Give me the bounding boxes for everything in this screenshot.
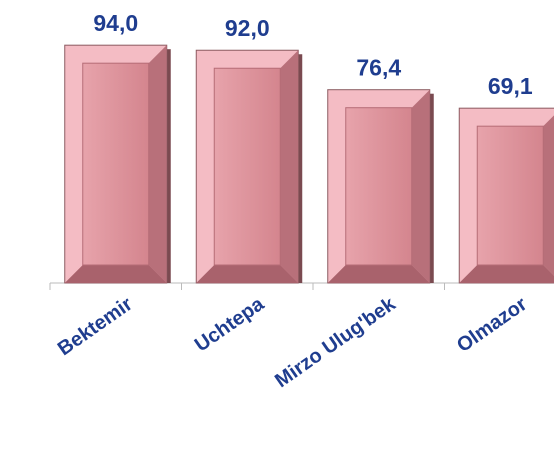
bar-group	[64, 44, 171, 284]
x-tick-label: Mirzo Ulug'bek	[271, 293, 400, 393]
bar-bevel-right	[411, 89, 430, 283]
bar-group	[458, 107, 554, 284]
bar-bevel-bottom	[459, 265, 554, 283]
bar-bevel-right	[543, 115, 554, 276]
value-label: 76,4	[356, 55, 401, 81]
bar-face	[213, 67, 281, 266]
bar-face	[476, 125, 544, 266]
bar-bevel-right	[148, 45, 167, 284]
bar-group	[327, 89, 434, 284]
x-tick-label: Olmazor	[453, 293, 531, 357]
value-label: 69,1	[488, 73, 533, 99]
value-label: 92,0	[225, 15, 270, 41]
bar-bevel-bottom	[327, 265, 430, 283]
x-tick-label: Bektemir	[54, 293, 137, 360]
bar-bevel-bottom	[196, 265, 299, 283]
bar-face	[345, 107, 413, 266]
bar-group	[195, 49, 303, 284]
bar-bevel-right	[280, 50, 299, 283]
bar-face	[82, 62, 150, 266]
bar-bevel-bottom	[64, 265, 167, 283]
value-label: 94,0	[93, 10, 138, 36]
x-tick-label: Uchtepa	[191, 293, 269, 357]
